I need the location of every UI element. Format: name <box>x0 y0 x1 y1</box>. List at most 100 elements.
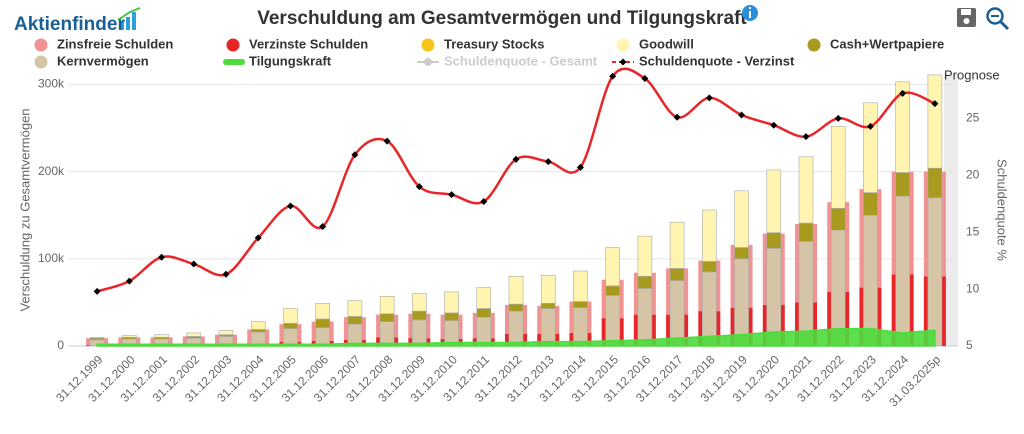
line-marker <box>448 191 456 199</box>
legend-symbol <box>226 38 240 52</box>
bar-segment <box>540 302 556 309</box>
bar-segment <box>573 307 588 347</box>
bar-segment <box>734 190 749 248</box>
legend-symbol-marker <box>619 58 627 66</box>
legend-label: Schuldenquote - Gesamt <box>444 53 598 68</box>
legend-item[interactable]: Tilgungskraft <box>223 53 332 68</box>
bar-segment <box>669 221 685 269</box>
bar-segment <box>863 192 878 216</box>
line-marker <box>899 89 907 97</box>
logo-bar <box>126 17 130 30</box>
logo-arrow <box>117 7 141 21</box>
bar-segment <box>637 235 653 277</box>
bar-segment <box>830 207 846 231</box>
bar-segment <box>379 313 395 322</box>
line-marker <box>286 202 294 210</box>
bar-segment <box>895 172 910 197</box>
y-tick-label: 100k <box>38 251 65 265</box>
bar-segment <box>508 275 524 305</box>
zoom-icon[interactable] <box>986 7 1010 31</box>
legend-symbol <box>421 38 435 52</box>
bar-segment <box>250 329 266 333</box>
bar-segment <box>444 291 459 314</box>
line-marker <box>705 94 713 102</box>
bar-segment <box>250 321 266 330</box>
bar-segment <box>347 300 363 317</box>
bar-segment <box>927 74 943 169</box>
save-disc <box>963 18 970 24</box>
legend-item[interactable]: Schuldenquote - Verzinst <box>612 53 795 68</box>
bar-segment <box>283 328 298 347</box>
bar-segment <box>540 275 556 304</box>
line-marker <box>512 155 520 163</box>
bar-segment <box>669 268 685 281</box>
bar-segment <box>863 102 878 193</box>
bar-segment <box>927 167 943 199</box>
logo: Aktienfinder <box>14 7 141 35</box>
bar-segment <box>605 285 620 296</box>
legend-label: Zinsfreie Schulden <box>57 36 173 51</box>
line-marker <box>931 100 939 108</box>
legend-item[interactable]: Verzinste Schulden <box>226 36 369 52</box>
bar-segment <box>573 270 588 302</box>
bar-segment <box>412 310 427 321</box>
line-marker <box>480 197 488 205</box>
line-marker <box>351 151 359 159</box>
bar-segment <box>412 293 427 312</box>
logo-text: Aktienfinder <box>14 14 125 35</box>
legend-label: Goodwill <box>639 36 694 51</box>
bar-segment <box>186 332 202 337</box>
bar-segment <box>283 323 298 329</box>
bar-segment <box>476 308 492 318</box>
bar-segment <box>830 126 846 209</box>
logo-bar <box>132 12 136 30</box>
line-marker <box>770 121 778 129</box>
line-marker <box>576 163 584 171</box>
y2-axis-title: Schuldenquote % <box>995 159 1010 261</box>
bar-segment <box>798 156 814 224</box>
bar-segment <box>605 295 620 347</box>
legend-label: Kernvermögen <box>57 53 149 68</box>
bar-segment <box>315 318 330 328</box>
line-marker <box>641 75 649 83</box>
zoom-lens <box>986 7 1004 25</box>
legend-symbol <box>616 38 630 52</box>
bar-segment <box>508 303 524 312</box>
bar-segment <box>154 334 169 338</box>
legend-label: Tilgungskraft <box>249 53 332 68</box>
forecast-label: Prognose <box>944 67 1000 82</box>
bar-segment <box>669 280 685 347</box>
legend-item[interactable]: Kernvermögen <box>34 53 149 69</box>
y-tick-label: 300k <box>38 77 65 91</box>
y2-tick-label: 25 <box>966 111 980 125</box>
legend-item[interactable]: Zinsfreie Schulden <box>34 36 174 52</box>
line-marker <box>222 270 230 278</box>
legend-symbol <box>807 38 821 52</box>
forecast-band <box>944 74 958 346</box>
line-marker <box>125 277 133 285</box>
bar-segment <box>895 195 910 347</box>
legend-item[interactable]: Treasury Stocks <box>421 36 545 52</box>
info-icon-stem <box>749 11 751 18</box>
line-marker <box>190 260 198 268</box>
save-icon[interactable] <box>957 8 976 27</box>
zoom-handle <box>998 19 1010 31</box>
line-marker <box>834 114 842 122</box>
line-marker <box>93 287 101 295</box>
bar-segment <box>702 261 717 273</box>
area <box>96 327 936 347</box>
legend-label: Verzinste Schulden <box>249 36 368 51</box>
bar-segment <box>863 214 878 347</box>
y2-tick-label: 10 <box>966 281 980 295</box>
legend-item[interactable]: Cash+Wertpapiere <box>807 36 945 52</box>
bar-segment <box>895 81 910 173</box>
legend-label: Cash+Wertpapiere <box>830 36 944 51</box>
bar-segment <box>122 335 137 338</box>
y-axis-title: Verschuldung zu Gesamtvermögen <box>17 108 32 311</box>
legend-label: Schuldenquote - Verzinst <box>639 53 795 68</box>
legend-item[interactable]: Schuldenquote - Gesamt <box>417 53 598 68</box>
bar-segment <box>412 319 427 347</box>
legend-item[interactable]: Goodwill <box>616 36 694 52</box>
line-marker <box>544 158 552 166</box>
